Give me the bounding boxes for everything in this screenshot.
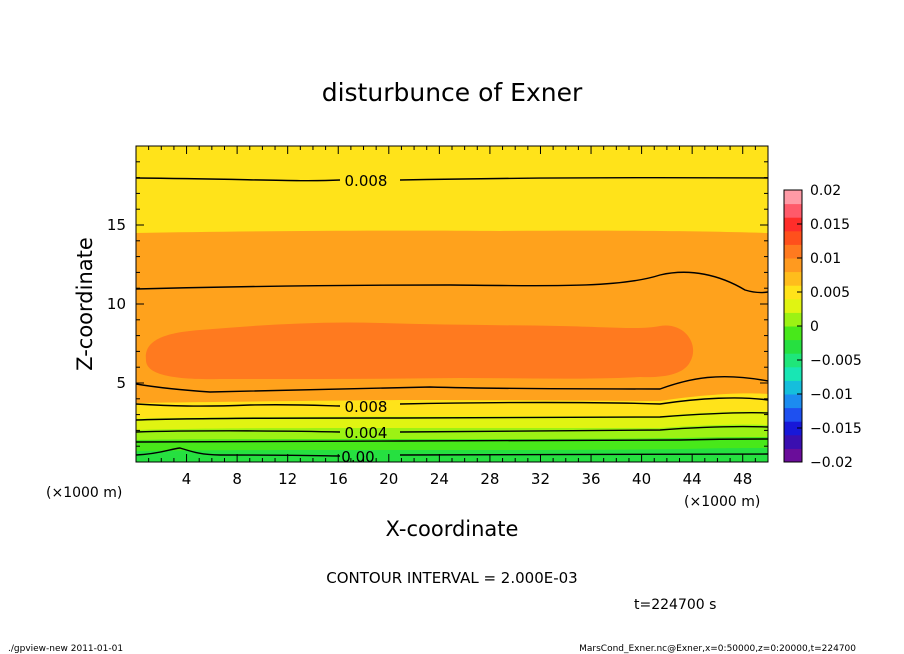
contour-line-4 bbox=[136, 438, 768, 443]
x-tick-label: 8 bbox=[232, 470, 242, 488]
y-tick-label: 15 bbox=[107, 216, 126, 234]
colorbar-band bbox=[784, 217, 802, 232]
footer-right: MarsCond_Exner.nc@Exner,x=0:50000,z=0:20… bbox=[579, 644, 856, 654]
colorbar-band bbox=[784, 326, 802, 341]
contour-label-top: 0.008 bbox=[345, 172, 388, 190]
x-tick-label: 20 bbox=[379, 470, 398, 488]
colorbar-band bbox=[784, 380, 802, 395]
colorbar-band bbox=[784, 448, 802, 463]
contour-lines bbox=[136, 176, 768, 457]
colorbar-band bbox=[784, 271, 802, 286]
y-unit-note: (×1000 m) bbox=[46, 485, 122, 501]
colorbar-band bbox=[784, 394, 802, 409]
contour-label-008: 0.008 bbox=[345, 398, 388, 416]
colorbar-tick-label: −0.005 bbox=[810, 353, 862, 369]
contour-label-004: 0.004 bbox=[345, 424, 388, 442]
x-tick-label: 48 bbox=[733, 470, 752, 488]
colorbar-tick-label: 0.01 bbox=[810, 251, 841, 267]
x-tick-label: 36 bbox=[581, 470, 600, 488]
colorbar bbox=[784, 190, 802, 463]
x-tick-label: 4 bbox=[182, 470, 192, 488]
fill-dark-orange-core bbox=[145, 322, 694, 380]
x-tick-label: 44 bbox=[683, 470, 702, 488]
colorbar-band bbox=[784, 421, 802, 436]
colorbar-band bbox=[784, 244, 802, 259]
x-tick-labels: 4 8 12 16 20 24 28 32 36 40 44 48 bbox=[182, 470, 752, 488]
time-label: t=224700 s bbox=[634, 597, 716, 613]
colorbar-ticks: 0.02 0.015 0.01 0.005 0 −0.005 −0.01 −0.015 −0.0… bbox=[797, 183, 862, 471]
colorbar-tick-label: 0.015 bbox=[810, 217, 850, 233]
chart-title: disturbunce of Exner bbox=[322, 78, 583, 107]
colorbar-band bbox=[784, 353, 802, 368]
colorbar-band bbox=[784, 230, 802, 245]
colorbar-band bbox=[784, 366, 802, 381]
colorbar-band bbox=[784, 339, 802, 354]
colorbar-band bbox=[784, 312, 802, 327]
colorbar-band bbox=[784, 190, 802, 205]
y-axis-label: Z-coordinate bbox=[73, 237, 97, 371]
colorbar-tick-label: 0.02 bbox=[810, 183, 841, 199]
colorbar-band bbox=[784, 258, 802, 273]
contour-line-2 bbox=[136, 412, 768, 421]
colorbar-band bbox=[784, 298, 802, 313]
x-axis-label: X-coordinate bbox=[386, 517, 519, 541]
colorbar-band bbox=[784, 285, 802, 300]
x-tick-label: 24 bbox=[430, 470, 449, 488]
colorbar-tick-label: −0.01 bbox=[810, 387, 853, 403]
footer-left: ./gpview-new 2011-01-01 bbox=[8, 644, 123, 654]
colorbar-tick-label: −0.015 bbox=[810, 421, 862, 437]
x-unit-note: (×1000 m) bbox=[684, 494, 760, 510]
colorbar-tick-label: 0.005 bbox=[810, 285, 850, 301]
y-tick-label: 10 bbox=[107, 295, 126, 313]
colorbar-tick-label: 0 bbox=[810, 319, 819, 335]
x-tick-label: 28 bbox=[480, 470, 499, 488]
y-tick-labels: 5 10 15 bbox=[107, 216, 126, 392]
contour-line-5 bbox=[136, 447, 768, 457]
axis-ticks bbox=[136, 146, 768, 462]
x-tick-label: 16 bbox=[329, 470, 348, 488]
colorbar-tick-label: −0.02 bbox=[810, 455, 853, 471]
contour-label-000: 0.00 bbox=[341, 448, 374, 466]
colorbar-band bbox=[784, 434, 802, 449]
colorbar-band bbox=[784, 407, 802, 422]
contour-line-upper bbox=[136, 271, 768, 294]
contour-fills bbox=[136, 146, 768, 462]
contour-line-3 bbox=[136, 425, 768, 433]
x-tick-label: 12 bbox=[278, 470, 297, 488]
x-tick-label: 40 bbox=[632, 470, 651, 488]
contour-interval: CONTOUR INTERVAL = 2.000E-03 bbox=[326, 569, 577, 587]
contour-line-mid bbox=[136, 375, 768, 393]
contour-line-1 bbox=[136, 397, 768, 407]
colorbar-band bbox=[784, 203, 802, 218]
contour-line-top bbox=[136, 176, 768, 182]
y-tick-label: 5 bbox=[116, 374, 126, 392]
x-tick-label: 32 bbox=[531, 470, 550, 488]
